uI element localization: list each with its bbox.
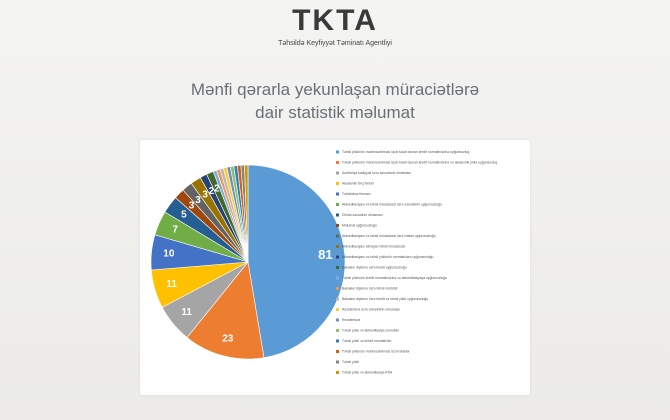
legend-label: Təhsilalma forması <box>342 192 371 196</box>
legend-label: Təhsil yükünün mənimsənilməsi üzrə tələb… <box>342 349 411 353</box>
legend-label: Təhsil yükü <box>342 360 359 364</box>
data-label: 11 <box>181 307 192 318</box>
legend-swatch <box>336 360 339 364</box>
legend-label: Bakalavr diplomu üzrə təhsil müddəti <box>342 286 398 290</box>
legend-swatch <box>336 150 339 154</box>
legend-swatch <box>336 203 339 206</box>
pie-slice <box>244 164 249 263</box>
legend-swatch <box>336 255 339 259</box>
legend-label: Akkreditasiyası və təhsil müəssisəsi üzr… <box>342 234 436 238</box>
chart-title: Mənfi qərarla yekunlaşan müraciətlərə da… <box>190 80 480 122</box>
legend-label: Akkreditasiyası və təhsil yükünün normat… <box>342 255 434 259</box>
legend-label: Təhsil yükünün mənimsənilməsi üçün tələb… <box>342 150 469 154</box>
legend-label: Məlumat uyğunsuzluğu <box>342 223 377 227</box>
pie-slice <box>247 164 346 359</box>
data-label: 10 <box>163 249 175 260</box>
data-label: 3 <box>189 201 195 212</box>
data-label: 11 <box>166 279 177 290</box>
legend-swatch <box>336 266 339 269</box>
data-label: 5 <box>181 210 187 221</box>
legend-swatch <box>336 371 339 374</box>
legend-label: Təhsil yükü və kredit normativləri <box>342 339 392 343</box>
legend-label: Akkreditasiyası olmayan təhsil müəssisəs… <box>342 244 405 248</box>
organization-name: Təhsildə Keyfiyyət Təminatı Agentliyi <box>278 40 392 47</box>
legend-label: Dövlət sənədinin olmaması <box>342 213 383 217</box>
legend-swatch <box>336 192 339 196</box>
legend-swatch <box>336 339 339 343</box>
data-label: 7 <box>172 225 178 236</box>
legend-label: Təhsil yükü və akkreditasiya ATM <box>342 370 392 374</box>
data-label: 2 <box>209 186 215 197</box>
legend-swatch <box>336 276 339 280</box>
legend-swatch <box>336 287 339 290</box>
legend-label: Auditoriya fəaliyyəti üzrə sənədlərin ol… <box>342 171 411 175</box>
legend-swatch <box>336 234 339 238</box>
logo: TKTA <box>292 4 378 37</box>
legend-swatch <box>336 329 339 332</box>
data-label: 81 <box>318 247 332 262</box>
legend-label: Bakalavr diplomu üzrə kredit və təhsil y… <box>342 297 428 301</box>
legend-label: Təhsil yükü və akkreditasiya sənədləri <box>342 328 399 332</box>
data-label: 23 <box>222 334 234 345</box>
pie-slice <box>186 261 265 360</box>
legend-label: Bakalavr diplomu üzrə kredit uyğunsuzluğ… <box>342 265 407 269</box>
legend-label: Akademik fərq fənləri <box>342 181 374 185</box>
data-label: 2 <box>214 184 220 195</box>
legend-label: Rezidentura <box>342 318 360 322</box>
legend-swatch <box>336 350 339 353</box>
legend-label: Rezidentura üzrə sənədlərin olmaması <box>342 307 400 311</box>
legend-swatch <box>336 308 339 311</box>
legend-swatch <box>336 161 339 164</box>
legend-label: Akkreditasiyası və təhsil müəssisəsi üzr… <box>342 202 442 206</box>
legend-swatch <box>336 213 339 217</box>
legend-swatch <box>336 171 339 175</box>
legend-swatch <box>336 245 339 248</box>
legend-swatch <box>336 224 339 227</box>
legend-label: Təhsil yükünün kredit normativlərinə və … <box>342 276 447 280</box>
data-label: 3 <box>195 195 201 206</box>
legend-swatch <box>336 182 339 185</box>
legend-swatch <box>336 297 339 301</box>
data-label: 3 <box>202 190 208 201</box>
legend-swatch <box>336 318 339 322</box>
legend-label: Təhsil yükünün mənimsənilməsi üçün tələb… <box>342 160 497 164</box>
